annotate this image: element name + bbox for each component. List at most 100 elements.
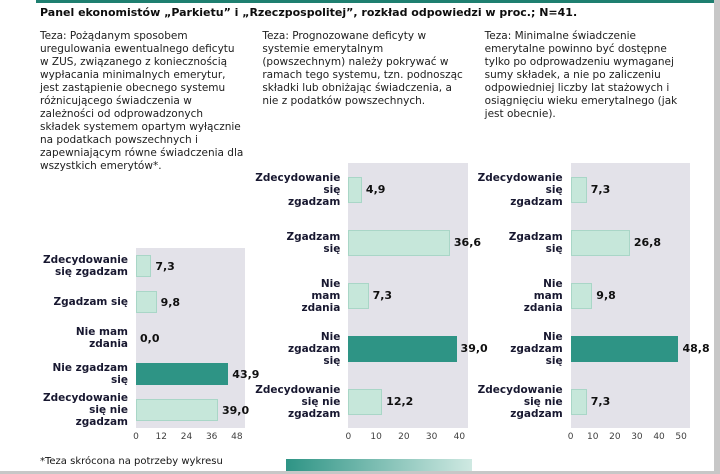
footnote: *Teza skrócona na potrzeby wykresu (40, 456, 223, 467)
chart-row: Nie mam zdania 0,0 (40, 320, 246, 356)
scan-edge-right (714, 0, 720, 474)
bar (570, 335, 679, 362)
chart-rows: Zdecydowanie się zgadzam 7,3 Zgadzam się 26… (477, 163, 710, 428)
value-label: 26,8 (633, 236, 662, 249)
chart-row: Zgadzam się 9,8 (40, 284, 246, 320)
chart-axis: 0 12 24 36 48 (133, 428, 245, 444)
category-label: Zdecydowanie się nie zgadzam (477, 383, 563, 420)
axis-spacer (262, 428, 348, 444)
axis-tick: 0 (133, 432, 139, 442)
thesis-text-2: Teza: Prognozowane deficyty w systemie e… (262, 30, 463, 107)
chart-row: Zdecydowanie się zgadzam 7,3 (477, 163, 690, 216)
category-label: Zgadzam się (286, 230, 341, 255)
bar-cell: 4,9 (348, 163, 468, 216)
value-label: 7,3 (590, 183, 611, 196)
bar (348, 176, 362, 203)
bar (136, 255, 152, 277)
bar-cell: 39,0 (348, 322, 488, 375)
axis-tick: 36 (205, 432, 218, 442)
axis-spacer (485, 428, 571, 444)
value-label: 36,6 (453, 236, 482, 249)
chart-row: Nie zgadzam się 43,9 (40, 356, 259, 392)
bar (570, 388, 587, 415)
bar-cell: 7,3 (570, 163, 690, 216)
bar (570, 176, 587, 203)
chart-row: Nie mam zdania 9,8 (485, 269, 690, 322)
value-label: 4,9 (365, 183, 386, 196)
bar (348, 388, 383, 415)
bar-cell: 39,0 (136, 392, 249, 428)
chart-row: Zdecydowanie się nie zgadzam 39,0 (40, 392, 249, 428)
scan-edge-bottom (0, 471, 720, 474)
top-accent-rule (36, 0, 714, 3)
bar-cell: 9,8 (570, 269, 690, 322)
panel-column-1: Teza: Pożądanym sposobem uregulowania ew… (40, 30, 259, 444)
bar (570, 229, 630, 256)
axis-tick: 10 (587, 432, 599, 442)
chart-axis-row: 0 10 20 30 40 50 (485, 428, 690, 444)
value-label: 0,0 (140, 331, 160, 345)
bar-cell: 48,8 (570, 322, 710, 375)
chart-row: Nie zgadzam się 39,0 (262, 322, 488, 375)
category-label: Nie zgadzam się (510, 330, 563, 367)
chart-axis-row: 0 10 20 30 40 (262, 428, 467, 444)
axis-tick: 0 (345, 432, 352, 442)
chart-row: Zdecydowanie się zgadzam 7,3 (40, 248, 246, 284)
bar-chart-2: Zdecydowanie się zgadzam 4,9 Zgadzam się 36… (255, 163, 488, 444)
value-label: 12,2 (386, 395, 414, 408)
chart-row: Zdecydowanie się nie zgadzam 12,2 (255, 375, 468, 428)
bar-cell: 9,8 (136, 284, 246, 320)
value-label: 7,3 (372, 289, 393, 302)
panel-column-2: Teza: Prognozowane deficyty w systemie e… (255, 30, 488, 444)
axis-tick: 30 (631, 432, 643, 442)
chart-axis: 0 10 20 30 40 50 (567, 428, 690, 444)
axis-tick: 50 (675, 432, 687, 442)
value-label: 39,0 (460, 342, 488, 355)
chart-row: Zdecydowanie się zgadzam 4,9 (255, 163, 468, 216)
category-label: Nie mam zdania (523, 277, 563, 314)
category-label: Zdecydowanie się nie zgadzam (42, 392, 128, 428)
page-title: Panel ekonomistów „Parkietu” i „Rzeczpos… (40, 6, 578, 19)
bar-chart-3: Zdecydowanie się zgadzam 7,3 Zgadzam się 26… (477, 163, 710, 444)
bar-cell: 7,3 (570, 375, 690, 428)
value-label: 9,8 (596, 289, 616, 302)
chart-rows: Zdecydowanie się zgadzam 7,3 Zgadzam się 9,… (40, 248, 259, 428)
category-label: Zgadzam się (53, 296, 129, 308)
axis-tick: 40 (653, 432, 665, 442)
bar-cell: 12,2 (348, 375, 468, 428)
category-label: Nie mam zdania (301, 277, 341, 314)
category-label: Zdecydowanie się zgadzam (255, 171, 341, 208)
category-label: Zdecydowanie się nie zgadzam (255, 383, 341, 420)
charts-area: Teza: Pożądanym sposobem uregulowania ew… (40, 30, 710, 444)
value-label: 7,3 (590, 395, 611, 408)
axis-spacer (40, 428, 136, 444)
axis-tick: 20 (609, 432, 621, 442)
bar (136, 291, 157, 313)
bottom-accent-strip (286, 459, 472, 471)
thesis-text-1: Teza: Pożądanym sposobem uregulowania ew… (40, 30, 244, 172)
thesis-text-3: Teza: Minimalne świadczenie emerytalne p… (484, 30, 678, 120)
category-label: Zdecydowanie się zgadzam (477, 171, 563, 208)
bar-cell: 36,6 (348, 216, 481, 269)
bar-cell: 0,0 (136, 320, 246, 356)
axis-tick: 0 (567, 432, 574, 442)
chart-row: Nie zgadzam się 48,8 (485, 322, 710, 375)
bar-chart-1: Zdecydowanie się zgadzam 7,3 Zgadzam się 9,… (40, 248, 259, 444)
bar (348, 282, 369, 309)
value-label: 9,8 (160, 295, 181, 309)
axis-tick: 40 (453, 432, 466, 442)
value-label: 7,3 (155, 259, 175, 273)
bar-cell: 26,8 (570, 216, 690, 269)
chart-row: Zgadzam się 26,8 (485, 216, 690, 269)
value-label: 43,9 (232, 367, 260, 381)
axis-tick: 12 (155, 432, 167, 442)
category-label: Zgadzam się (508, 230, 563, 255)
axis-tick: 24 (180, 432, 193, 442)
axis-tick: 10 (370, 432, 382, 442)
bar-cell: 7,3 (136, 248, 246, 284)
value-label: 39,0 (221, 403, 250, 417)
bar (348, 229, 450, 256)
axis-tick: 48 (231, 432, 243, 442)
axis-tick: 20 (398, 432, 410, 442)
panel-column-3: Teza: Minimalne świadczenie emerytalne p… (477, 30, 710, 444)
